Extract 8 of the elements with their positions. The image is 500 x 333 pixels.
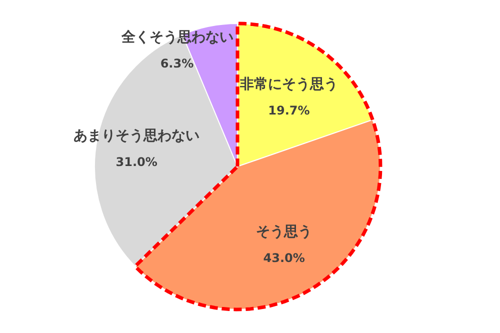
data-label: 31.0% [116,154,158,169]
slice-label: 全くそう思わない [120,29,234,46]
data-label: 43.0% [263,250,305,265]
slice-label: あまりそう思わない [74,128,200,144]
data-label: 6.3% [160,56,194,70]
data-label: 19.7% [268,103,310,118]
slice-label: 非常にそう思う [238,76,338,92]
slice-label: そう思う [256,224,312,240]
